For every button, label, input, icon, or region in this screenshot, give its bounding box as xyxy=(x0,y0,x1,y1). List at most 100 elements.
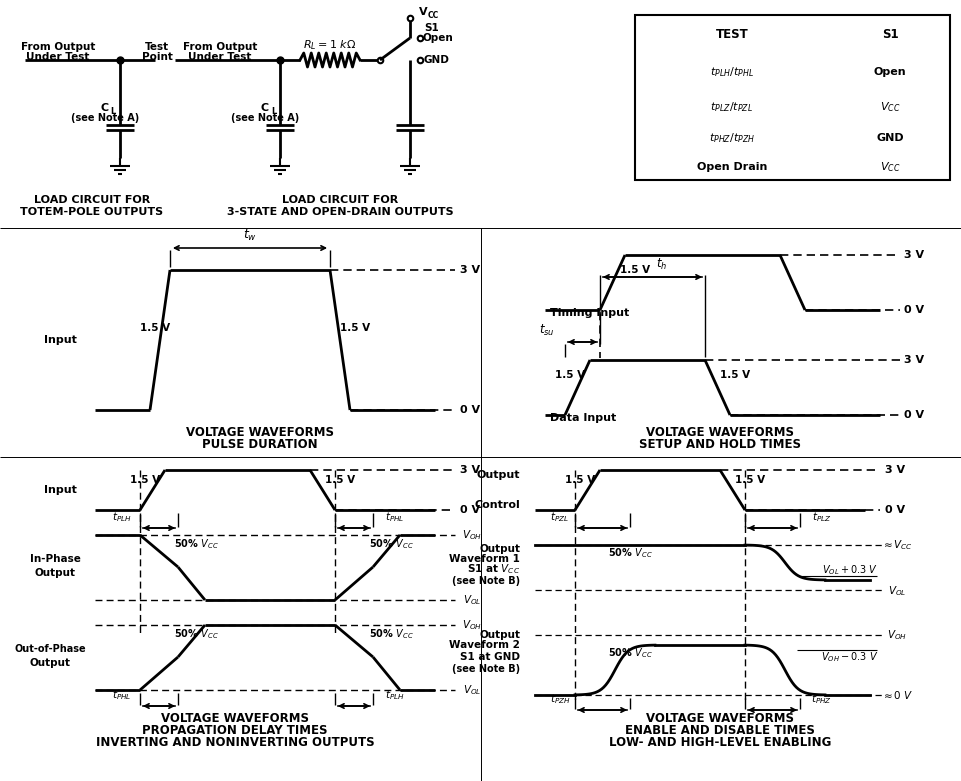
Text: PROPAGATION DELAY TIMES: PROPAGATION DELAY TIMES xyxy=(142,723,328,736)
Text: 0 V: 0 V xyxy=(904,305,924,315)
Text: (see Note A): (see Note A) xyxy=(71,113,139,123)
Text: Output: Output xyxy=(30,658,70,668)
Text: 50% $V_{CC}$: 50% $V_{CC}$ xyxy=(174,627,218,641)
Text: $t_{PZH}$: $t_{PZH}$ xyxy=(550,692,570,706)
Text: $t_{PHL}$: $t_{PHL}$ xyxy=(385,510,405,524)
Text: 1.5 V: 1.5 V xyxy=(565,475,595,485)
Text: GND: GND xyxy=(423,55,449,65)
Text: Data Input: Data Input xyxy=(550,413,616,423)
Text: $t_{PLH}$: $t_{PLH}$ xyxy=(112,510,132,524)
Text: L: L xyxy=(271,108,276,116)
Text: Under Test: Under Test xyxy=(188,52,252,62)
Text: LOW- AND HIGH-LEVEL ENABLING: LOW- AND HIGH-LEVEL ENABLING xyxy=(609,736,831,748)
Text: Waveform 2: Waveform 2 xyxy=(449,640,520,650)
Text: LOAD CIRCUIT FOR: LOAD CIRCUIT FOR xyxy=(34,195,150,205)
Text: From Output: From Output xyxy=(21,42,95,52)
Text: C: C xyxy=(261,103,269,113)
Text: 3 V: 3 V xyxy=(460,465,480,475)
Text: $t_h$: $t_h$ xyxy=(656,256,668,272)
Text: $t_{PLH}$: $t_{PLH}$ xyxy=(385,688,405,702)
Text: ENABLE AND DISABLE TIMES: ENABLE AND DISABLE TIMES xyxy=(625,723,815,736)
Text: $t_{PLZ}/t_{PZL}$: $t_{PLZ}/t_{PZL}$ xyxy=(710,100,753,114)
Text: $V_{OH}$: $V_{OH}$ xyxy=(462,528,482,542)
Text: 50% $V_{CC}$: 50% $V_{CC}$ xyxy=(174,537,218,551)
Text: Input: Input xyxy=(43,485,77,495)
Text: (see Note A): (see Note A) xyxy=(231,113,299,123)
Text: $R_L = 1\ k\Omega$: $R_L = 1\ k\Omega$ xyxy=(304,38,357,52)
Text: Output: Output xyxy=(35,568,76,578)
Text: 50% $V_{CC}$: 50% $V_{CC}$ xyxy=(369,627,413,641)
Text: Under Test: Under Test xyxy=(26,52,89,62)
Text: Timing Input: Timing Input xyxy=(550,308,629,318)
Text: 1.5 V: 1.5 V xyxy=(620,265,650,275)
Text: (see Note B): (see Note B) xyxy=(452,576,520,586)
Text: C: C xyxy=(101,103,109,113)
Text: $t_{PHL}$: $t_{PHL}$ xyxy=(112,688,132,702)
Text: CC: CC xyxy=(428,12,439,20)
Text: $V_{OH}$: $V_{OH}$ xyxy=(462,618,482,632)
Text: S1 at GND: S1 at GND xyxy=(460,652,520,662)
Text: 50% $V_{CC}$: 50% $V_{CC}$ xyxy=(607,646,653,660)
Text: Out-of-Phase: Out-of-Phase xyxy=(14,644,86,654)
Text: 0 V: 0 V xyxy=(904,410,924,420)
Text: Open: Open xyxy=(423,33,454,43)
Text: GND: GND xyxy=(876,133,903,143)
Text: Test: Test xyxy=(145,42,169,52)
Text: Output: Output xyxy=(477,470,520,480)
Text: Open Drain: Open Drain xyxy=(697,162,767,172)
Text: 1.5 V: 1.5 V xyxy=(130,475,160,485)
Text: $V_{CC}$: $V_{CC}$ xyxy=(879,160,900,174)
Text: 3 V: 3 V xyxy=(904,250,924,260)
Text: $V_{OH}$: $V_{OH}$ xyxy=(887,628,907,642)
Text: S1 at $V_{CC}$: S1 at $V_{CC}$ xyxy=(467,562,520,576)
Text: VOLTAGE WAVEFORMS: VOLTAGE WAVEFORMS xyxy=(186,426,334,438)
Text: 0 V: 0 V xyxy=(460,405,480,415)
Text: TEST: TEST xyxy=(716,27,749,41)
Text: 0 V: 0 V xyxy=(885,505,905,515)
Text: $V_{OH}-0.3\ V$: $V_{OH}-0.3\ V$ xyxy=(822,650,878,664)
Text: $V_{OL}$: $V_{OL}$ xyxy=(463,683,481,697)
Text: $t_w$: $t_w$ xyxy=(243,227,257,243)
Text: VOLTAGE WAVEFORMS: VOLTAGE WAVEFORMS xyxy=(646,711,794,725)
Text: Output: Output xyxy=(479,544,520,554)
Text: $t_{PLH}/t_{PHL}$: $t_{PLH}/t_{PHL}$ xyxy=(710,65,754,79)
Text: 50% $V_{CC}$: 50% $V_{CC}$ xyxy=(369,537,413,551)
Bar xyxy=(635,15,950,180)
Text: $\approx V_{CC}$: $\approx V_{CC}$ xyxy=(881,538,913,552)
Text: 0 V: 0 V xyxy=(460,505,480,515)
Text: $V_{OL}$: $V_{OL}$ xyxy=(463,593,481,607)
Text: Control: Control xyxy=(474,500,520,510)
Text: LOAD CIRCUIT FOR: LOAD CIRCUIT FOR xyxy=(282,195,398,205)
Text: $t_{PZL}$: $t_{PZL}$ xyxy=(551,510,570,524)
Text: $\approx 0\ V$: $\approx 0\ V$ xyxy=(881,689,913,701)
Text: 1.5 V: 1.5 V xyxy=(720,370,751,380)
Text: 1.5 V: 1.5 V xyxy=(325,475,355,485)
Text: TOTEM-POLE OUTPUTS: TOTEM-POLE OUTPUTS xyxy=(20,207,163,217)
Text: S1: S1 xyxy=(425,23,439,33)
Text: L: L xyxy=(110,108,115,116)
Text: $t_{PHZ}/t_{PZH}$: $t_{PHZ}/t_{PZH}$ xyxy=(709,131,755,145)
Text: From Output: From Output xyxy=(183,42,258,52)
Text: 1.5 V: 1.5 V xyxy=(554,370,585,380)
Text: 3 V: 3 V xyxy=(904,355,924,365)
Text: $V_{OL}$: $V_{OL}$ xyxy=(888,584,906,598)
Text: Point: Point xyxy=(141,52,172,62)
Text: INVERTING AND NONINVERTING OUTPUTS: INVERTING AND NONINVERTING OUTPUTS xyxy=(96,736,375,748)
Text: 1.5 V: 1.5 V xyxy=(735,475,765,485)
Text: $t_{PLZ}$: $t_{PLZ}$ xyxy=(812,510,832,524)
Text: $V_{OL}+0.3\ V$: $V_{OL}+0.3\ V$ xyxy=(822,563,878,577)
Text: Open: Open xyxy=(874,67,906,77)
Text: 1.5 V: 1.5 V xyxy=(140,323,170,333)
Text: V: V xyxy=(419,7,428,17)
Text: $t_{su}$: $t_{su}$ xyxy=(539,323,554,337)
Text: Input: Input xyxy=(43,335,77,345)
Text: $V_{CC}$: $V_{CC}$ xyxy=(879,100,900,114)
Text: VOLTAGE WAVEFORMS: VOLTAGE WAVEFORMS xyxy=(161,711,309,725)
Text: PULSE DURATION: PULSE DURATION xyxy=(202,437,318,451)
Text: 1.5 V: 1.5 V xyxy=(340,323,370,333)
Text: SETUP AND HOLD TIMES: SETUP AND HOLD TIMES xyxy=(639,437,801,451)
Text: VOLTAGE WAVEFORMS: VOLTAGE WAVEFORMS xyxy=(646,426,794,438)
Text: Waveform 1: Waveform 1 xyxy=(449,554,520,564)
Text: In-Phase: In-Phase xyxy=(30,554,81,564)
Text: 3 V: 3 V xyxy=(460,265,480,275)
